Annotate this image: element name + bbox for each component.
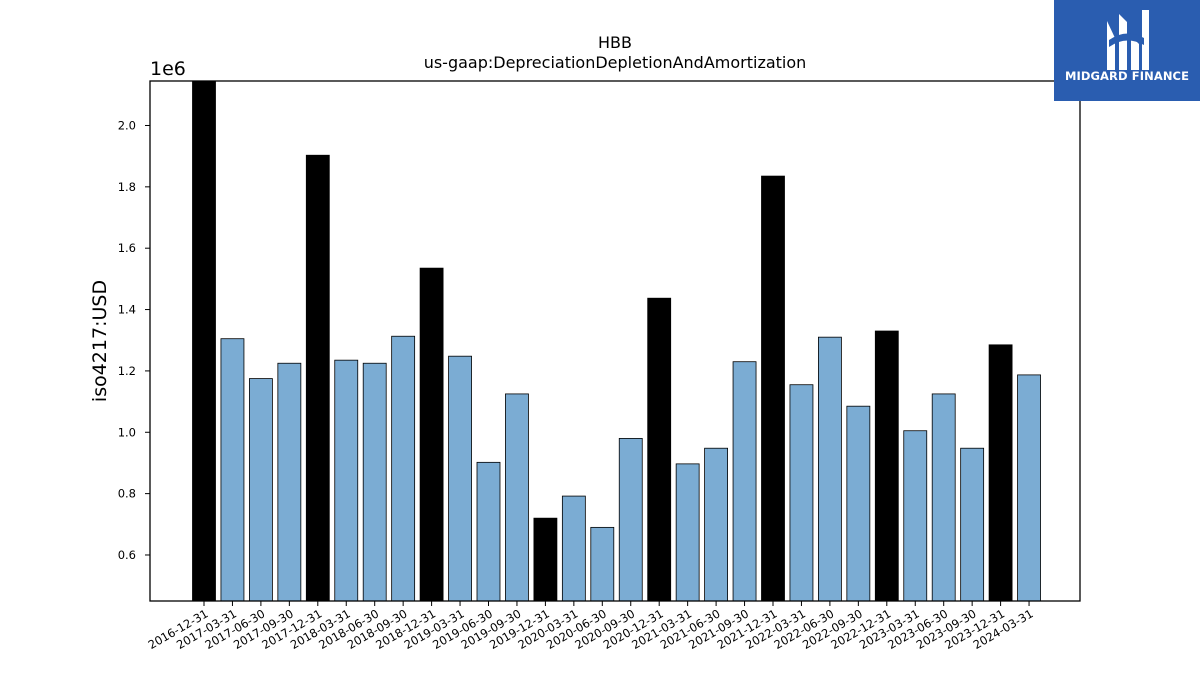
bar-2017-03-31 [220,338,245,602]
y-multiplier: 1e6 [150,58,186,80]
bar-2018-06-30 [362,362,387,602]
midgard-logo-icon [1107,10,1149,70]
y-tick-label: 0.6 [118,548,136,562]
bar-2018-12-31 [419,267,444,602]
bar-2017-12-31 [305,154,330,602]
y-tick-label: 0.8 [118,487,136,501]
bar-2023-09-30 [960,447,985,602]
bar-2021-09-30 [732,361,757,602]
logo-text: MIDGARD FINANCE [1064,69,1190,83]
bar-2021-12-31 [761,175,785,602]
y-tick-label: 1.8 [118,180,136,194]
y-tick-label: 2.0 [118,118,136,132]
bar-2018-03-31 [334,359,359,602]
bar-2020-03-31 [561,495,586,602]
plot-frame [149,80,1081,602]
bar-2017-09-30 [277,362,302,602]
bar-2021-03-31 [675,463,700,602]
bar-2022-03-31 [789,384,814,602]
y-tick-label: 1.6 [118,241,136,255]
y-ticks-group: 0.6 0.8 1.0 1.2 1.4 1.6 1.8 2.0 [118,118,150,562]
bar-2019-09-30 [505,393,529,602]
chart-title: HBB [598,33,632,52]
bar-2020-09-30 [618,437,643,602]
bar-2019-03-31 [448,355,472,602]
bar-2019-06-30 [476,461,501,602]
bar-2024-03-31 [1017,374,1041,602]
y-tick-label: 1.0 [118,425,136,439]
bar-2023-12-31 [988,344,1013,602]
midgard-logo: MIDGARD FINANCE [1054,0,1200,101]
bar-2021-06-30 [704,447,728,602]
chart-subtitle: us-gaap:DepreciationDepletionAndAmortiza… [424,53,807,72]
bar-2017-06-30 [248,378,273,602]
bar-2020-06-30 [590,526,615,602]
bar-2023-06-30 [931,393,956,602]
bar-2022-12-31 [874,330,899,602]
y-tick-label: 1.2 [118,364,136,378]
y-tick-label: 1.4 [118,303,136,317]
bar-2023-03-31 [903,430,928,602]
bars-group [192,80,1041,602]
bar-2016-12-31 [192,80,216,602]
bar-2022-09-30 [846,405,871,602]
bar-2019-12-31 [533,517,558,602]
x-ticks-group: 2016-12-312017-03-312017-06-302017-09-30… [146,601,1036,652]
bar-2020-12-31 [647,297,672,602]
bar-2022-06-30 [818,336,842,602]
bar-2018-09-30 [391,335,416,602]
y-axis-label: iso4217:USD [89,280,111,402]
